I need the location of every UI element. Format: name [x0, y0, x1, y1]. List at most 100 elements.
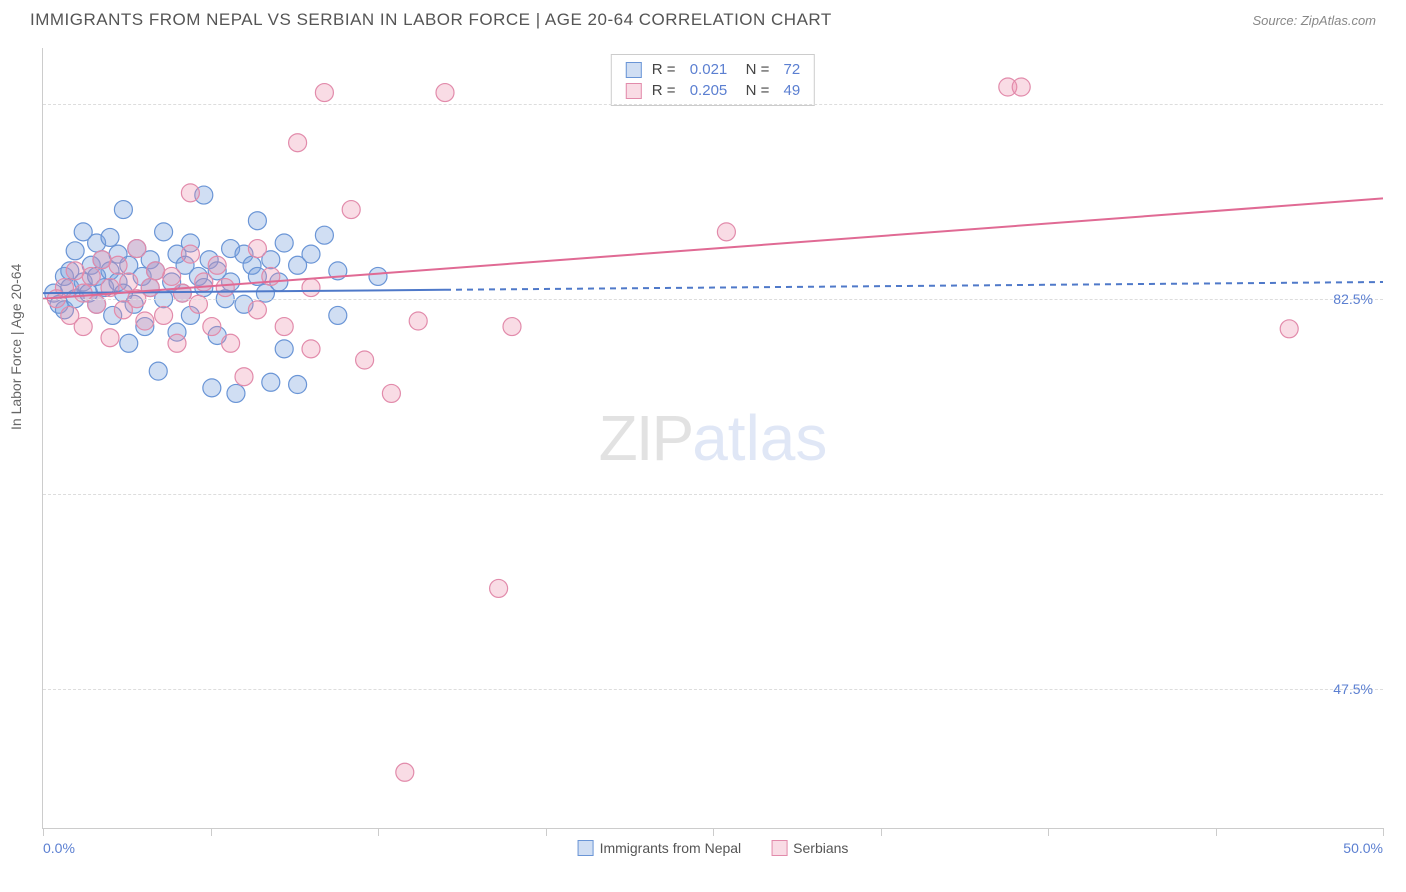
data-point	[342, 201, 360, 219]
data-point	[369, 267, 387, 285]
x-tick	[378, 828, 379, 836]
source-label: Source: ZipAtlas.com	[1252, 13, 1376, 28]
legend-n-label: N =	[737, 61, 773, 78]
legend-stats-row: R = 0.205 N = 49	[626, 80, 800, 101]
data-point	[181, 184, 199, 202]
y-tick-label: 82.5%	[1333, 291, 1373, 307]
data-point	[101, 228, 119, 246]
data-point	[195, 273, 213, 291]
legend-n-value: 49	[784, 82, 801, 99]
x-tick	[881, 828, 882, 836]
data-point	[120, 273, 138, 291]
x-tick-label-max: 50.0%	[1343, 840, 1383, 856]
data-point	[222, 334, 240, 352]
data-point	[128, 240, 146, 258]
data-point	[141, 279, 159, 297]
data-point	[248, 240, 266, 258]
data-point	[248, 212, 266, 230]
data-point	[356, 351, 374, 369]
data-point	[302, 245, 320, 263]
data-point	[216, 279, 234, 297]
legend-r-label: R =	[652, 82, 680, 99]
legend-series-item: Serbians	[771, 840, 848, 856]
data-point	[275, 318, 293, 336]
data-point	[275, 340, 293, 358]
data-point	[315, 226, 333, 244]
data-point	[155, 223, 173, 241]
x-tick	[713, 828, 714, 836]
data-point	[136, 312, 154, 330]
data-point	[436, 84, 454, 102]
data-point	[302, 340, 320, 358]
x-tick	[546, 828, 547, 836]
legend-series: Immigrants from Nepal Serbians	[578, 840, 849, 856]
data-point	[114, 201, 132, 219]
legend-r-label: R =	[652, 61, 680, 78]
data-point	[149, 362, 167, 380]
data-point	[382, 384, 400, 402]
x-tick-label-min: 0.0%	[43, 840, 75, 856]
x-tick	[1048, 828, 1049, 836]
data-point	[1012, 78, 1030, 96]
data-point	[262, 373, 280, 391]
gridline	[43, 494, 1383, 495]
data-point	[208, 256, 226, 274]
gridline	[43, 104, 1383, 105]
legend-series-label: Serbians	[793, 840, 848, 856]
chart-title: IMMIGRANTS FROM NEPAL VS SERBIAN IN LABO…	[30, 10, 832, 30]
data-point	[66, 262, 84, 280]
data-point	[396, 763, 414, 781]
data-point	[248, 301, 266, 319]
legend-n-value: 72	[784, 61, 801, 78]
x-tick	[211, 828, 212, 836]
data-point	[82, 267, 100, 285]
data-point	[302, 279, 320, 297]
x-tick	[1383, 828, 1384, 836]
x-tick	[1216, 828, 1217, 836]
data-point	[275, 234, 293, 252]
data-point	[147, 262, 165, 280]
data-point	[315, 84, 333, 102]
legend-stats-box: R = 0.021 N = 72R = 0.205 N = 49	[611, 54, 815, 106]
data-point	[490, 579, 508, 597]
data-point	[235, 368, 253, 386]
data-point	[503, 318, 521, 336]
legend-series-label: Immigrants from Nepal	[600, 840, 742, 856]
data-point	[289, 376, 307, 394]
data-point	[163, 267, 181, 285]
chart-plot-area: ZIPatlas R = 0.021 N = 72R = 0.205 N = 4…	[42, 48, 1383, 829]
y-tick-label: 47.5%	[1333, 681, 1373, 697]
data-point	[168, 334, 186, 352]
data-point	[74, 318, 92, 336]
data-point	[227, 384, 245, 402]
data-point	[203, 318, 221, 336]
legend-swatch	[626, 62, 642, 78]
data-point	[109, 256, 127, 274]
data-point	[93, 251, 111, 269]
legend-r-value: 0.021	[690, 61, 728, 78]
x-tick	[43, 828, 44, 836]
data-point	[155, 306, 173, 324]
legend-swatch	[578, 840, 594, 856]
data-point	[203, 379, 221, 397]
legend-series-item: Immigrants from Nepal	[578, 840, 742, 856]
y-axis-label: In Labor Force | Age 20-64	[8, 264, 24, 430]
data-point	[101, 329, 119, 347]
scatter-plot-svg	[43, 48, 1383, 828]
legend-swatch	[626, 83, 642, 99]
data-point	[120, 334, 138, 352]
data-point	[1280, 320, 1298, 338]
data-point	[329, 306, 347, 324]
gridline	[43, 689, 1383, 690]
data-point	[66, 242, 84, 260]
data-point	[289, 134, 307, 152]
legend-stats-row: R = 0.021 N = 72	[626, 59, 800, 80]
legend-r-value: 0.205	[690, 82, 728, 99]
data-point	[181, 245, 199, 263]
data-point	[409, 312, 427, 330]
gridline	[43, 299, 1383, 300]
legend-swatch	[771, 840, 787, 856]
trend-line-dashed	[445, 282, 1383, 290]
legend-n-label: N =	[737, 82, 773, 99]
data-point	[717, 223, 735, 241]
